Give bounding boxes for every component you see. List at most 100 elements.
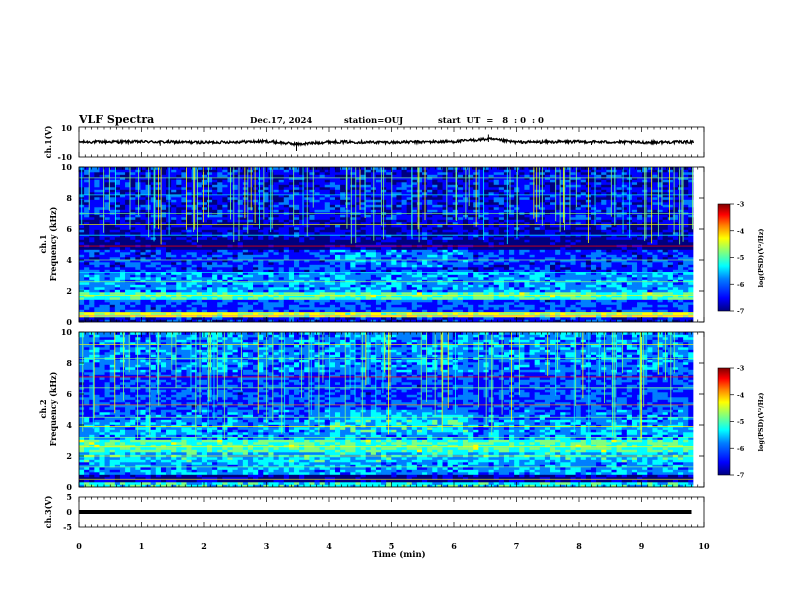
- spectrogram-cell: [186, 299, 192, 303]
- spectrogram-cell: [478, 292, 484, 295]
- spectrogram-cell: [401, 239, 407, 243]
- spectrogram-cell: [447, 182, 454, 185]
- spectrogram-cell: [242, 254, 249, 258]
- spectrogram-cell: [411, 254, 418, 258]
- spectrogram-cell: [334, 187, 341, 190]
- spectrogram-cell: [206, 174, 213, 178]
- spectrogram-cell: [273, 317, 279, 320]
- spectrogram-cell: [432, 174, 438, 178]
- spectrogram-cell: [155, 232, 162, 235]
- spectrogram-cell: [452, 242, 459, 245]
- spectrogram-cell: [324, 279, 331, 283]
- spectrogram-cell: [401, 284, 407, 288]
- spectrogram-cell: [217, 197, 223, 200]
- spectrogram-cell: [135, 217, 141, 220]
- spectrogram-cell: [258, 234, 264, 238]
- spectrogram-cell: [442, 247, 448, 250]
- spectrogram-cell: [160, 264, 167, 268]
- spectrogram-cell: [145, 289, 151, 293]
- spectrogram-cell: [365, 287, 372, 290]
- spectrogram-cell: [304, 247, 310, 250]
- spectrogram-cell: [273, 194, 279, 198]
- spectrogram-cell: [263, 192, 269, 195]
- spectrogram-cell: [258, 277, 264, 280]
- spectrogram-cell: [355, 209, 361, 213]
- spectrogram-cell: [84, 179, 90, 183]
- spectrogram-cell: [329, 282, 336, 285]
- spectrogram-cell: [391, 247, 397, 250]
- spectrogram-cell: [375, 179, 382, 183]
- spectrogram-cell: [386, 287, 392, 290]
- spectrogram-cell: [401, 209, 407, 213]
- spectrogram-cell: [473, 272, 479, 275]
- spectrogram-cell: [396, 232, 402, 235]
- spectrogram-cell: [350, 217, 356, 220]
- spectrogram-cell: [99, 234, 105, 238]
- spectrogram-cell: [130, 202, 136, 205]
- spectrogram-cell: [206, 197, 213, 200]
- spectrogram-cell: [176, 197, 182, 200]
- spectrogram-cell: [119, 199, 126, 203]
- spectrogram-cell: [299, 237, 305, 240]
- spectrogram-cell: [237, 242, 244, 245]
- spectrogram-cell: [196, 319, 203, 322]
- spectrogram-cell: [411, 172, 418, 175]
- spectrogram-cell: [360, 242, 367, 245]
- spectrogram-cell: [334, 189, 341, 193]
- spectrogram-cell: [391, 194, 397, 198]
- spectrogram-cell: [222, 254, 228, 258]
- spectrogram-cell: [427, 174, 433, 178]
- spectrogram-cell: [324, 204, 331, 208]
- spectrogram-cell: [222, 284, 228, 288]
- spectrogram-cell: [196, 299, 203, 303]
- spectrogram-cell: [212, 319, 218, 322]
- spectrogram-cell: [94, 279, 100, 283]
- spectrogram-cell: [212, 217, 218, 220]
- spectrogram-cell: [104, 317, 111, 320]
- spectrogram-cell: [135, 207, 141, 210]
- spectrogram-cell: [217, 184, 223, 188]
- spectrogram-cell: [478, 219, 484, 223]
- spectrogram-cell: [99, 267, 105, 270]
- spectrogram-cell: [406, 282, 413, 285]
- spectrogram-cell: [130, 307, 136, 310]
- spectrogram-cell: [299, 217, 305, 220]
- spectrogram-cell: [334, 229, 341, 233]
- spectrogram-cell: [181, 167, 187, 170]
- spectrogram-cell: [130, 219, 136, 223]
- spectrogram-cell: [176, 262, 182, 265]
- spectrogram-cell: [201, 227, 208, 230]
- spectrogram-cell: [350, 222, 356, 225]
- spectrogram-cell: [109, 309, 116, 313]
- spectrogram-cell: [263, 269, 269, 273]
- spectrogram-cell: [79, 274, 85, 278]
- spectrogram-cell: [427, 279, 433, 283]
- spectrogram-cell: [447, 184, 454, 188]
- spectrogram-cell: [253, 259, 259, 263]
- spectrogram-cell: [468, 167, 474, 170]
- spectrogram-cell: [483, 279, 489, 283]
- spectrogram-cell: [212, 297, 218, 300]
- spectrogram-cell: [427, 304, 433, 308]
- spectrogram-cell: [304, 264, 310, 268]
- spectrogram-cell: [119, 224, 126, 228]
- spectrogram-cell: [427, 197, 433, 200]
- spectrogram-cell: [155, 252, 162, 255]
- spectrogram-cell: [206, 207, 213, 210]
- spectrogram-cell: [222, 312, 228, 315]
- spectrogram-cell: [319, 249, 326, 253]
- spectrogram-cell: [196, 289, 203, 293]
- spectrogram-cell: [391, 174, 397, 178]
- spectrogram-cell: [171, 222, 177, 225]
- spectrogram-cell: [391, 254, 397, 258]
- spectrogram-cell: [268, 269, 274, 273]
- spectrogram-cell: [334, 269, 341, 273]
- spectrogram-cell: [329, 189, 336, 193]
- spectrogram-cell: [319, 169, 326, 173]
- spectrogram-cell: [283, 222, 290, 225]
- spectrogram-cell: [422, 317, 428, 320]
- spectrogram-cell: [217, 189, 223, 193]
- spectrogram-cell: [483, 254, 489, 258]
- spectrogram-cell: [350, 304, 356, 308]
- spectrogram-cell: [186, 172, 192, 175]
